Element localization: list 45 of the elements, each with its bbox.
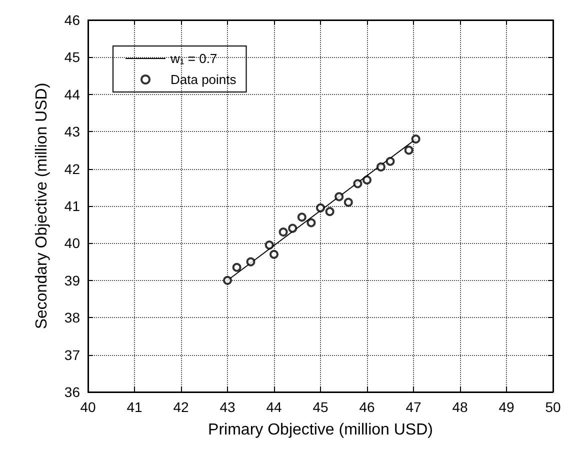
y-tick-label: 46: [64, 12, 80, 28]
y-tick-label: 38: [64, 310, 80, 326]
y-tick-label: 39: [64, 272, 80, 288]
y-tick-label: 41: [64, 198, 80, 214]
x-tick-label: 44: [266, 399, 282, 415]
point: [362, 175, 372, 184]
point: [334, 192, 344, 202]
y-tick-label: 42: [64, 160, 80, 177]
y-axis-title: Secondary Objective (million USD): [34, 82, 50, 330]
x-tick-label: 48: [452, 399, 468, 415]
point: [270, 250, 278, 259]
point: [246, 257, 256, 266]
legend-label: Data points: [170, 72, 237, 87]
point: [278, 228, 288, 237]
legend-label: w₁ = 0.7: [170, 51, 218, 66]
point: [376, 162, 386, 172]
point: [386, 156, 395, 166]
y-tick-label: 45: [64, 49, 80, 66]
point: [411, 134, 420, 144]
point: [404, 146, 414, 155]
point: [344, 198, 353, 207]
point: [306, 218, 316, 228]
x-axis-title: Primary Objective (million USD): [208, 422, 433, 438]
x-tick-label: 40: [80, 399, 96, 415]
point: [288, 224, 298, 233]
y-tick-label: 36: [64, 384, 80, 400]
point: [316, 203, 325, 212]
point: [264, 240, 274, 250]
x-tick-label: 41: [126, 399, 142, 415]
point: [325, 207, 334, 216]
x-tick-label: 49: [498, 399, 514, 415]
point: [232, 262, 242, 272]
x-tick-label: 50: [545, 399, 561, 415]
y-tick-label: 44: [64, 86, 80, 102]
y-tick-label: 43: [64, 124, 80, 140]
y-tick-label: 40: [64, 235, 80, 252]
point: [353, 179, 362, 188]
y-tick-label: 37: [64, 346, 80, 363]
x-tick-label: 47: [406, 399, 422, 415]
x-tick-label: 45: [312, 399, 328, 415]
x-tick-label: 43: [220, 399, 236, 415]
x-tick-label: 42: [173, 399, 189, 415]
x-tick-label: 46: [359, 399, 375, 415]
point: [223, 276, 232, 285]
point: [297, 212, 306, 222]
